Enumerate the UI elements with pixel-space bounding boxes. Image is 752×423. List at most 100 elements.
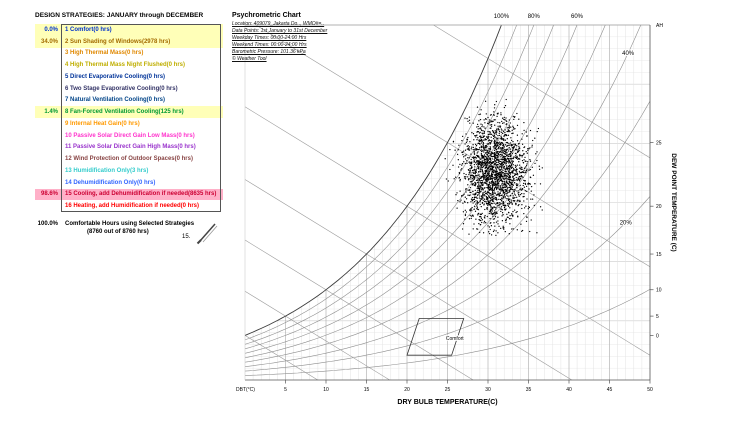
svg-text:15: 15	[656, 252, 662, 258]
strategy-percent: 1.4%	[44, 109, 58, 116]
rh-curve-60	[244, 24, 578, 354]
rh-curve-50	[244, 24, 606, 359]
strategy-label: 1 Comfort(0 hrs)	[65, 26, 112, 33]
strategy-percent: 34.0%	[40, 38, 58, 45]
strategy-row[interactable]: 34.0% 2 Sun Shading of Windows(2978 hrs)	[35, 35, 223, 48]
rh-curve-30	[244, 100, 651, 367]
comfort-zone: Comfort	[406, 318, 465, 356]
rh-curve-100	[244, 24, 502, 336]
strategy-row[interactable]: 7 Natural Ventilation Cooling(0 hrs)	[35, 95, 223, 107]
strategy-label: 13 Humidification Only(3 hrs)	[65, 167, 149, 174]
svg-text:5: 5	[284, 387, 287, 393]
strategy-percent: 0.0%	[44, 26, 58, 33]
strategy-marker[interactable]: 15.	[182, 220, 222, 248]
svg-text:25: 25	[656, 141, 662, 147]
strategy-row[interactable]: 0.0% 1 Comfort(0 hrs)	[35, 24, 223, 36]
rh-curve-40	[244, 24, 642, 363]
chart-info-line: Location: 409079_Jakarta Do.., WMO#=..	[232, 21, 325, 27]
strategy-label: 11 Passive Solar Direct Gain High Mass(0…	[65, 144, 196, 151]
svg-text:20%: 20%	[620, 221, 633, 227]
rh-curve-90	[244, 24, 517, 341]
svg-text:40%: 40%	[622, 51, 635, 57]
strategy-label: 14 Dehumidification Only(0 hrs)	[65, 179, 156, 186]
strategy-row[interactable]: 1.4% 8 Fan-Forced Ventilation Cooling(125…	[35, 106, 223, 118]
svg-text:40: 40	[566, 387, 572, 393]
strategy-row[interactable]: 11 Passive Solar Direct Gain High Mass(0…	[35, 142, 223, 154]
summary-text: Comfortable Hours using Selected Strateg…	[65, 221, 195, 227]
svg-text:DBT(°C): DBT(°C)	[236, 387, 255, 393]
svg-text:100%: 100%	[494, 14, 510, 20]
rh-curve-80	[244, 24, 535, 345]
svg-text:DEW POINT TEMPERATURE (C): DEW POINT TEMPERATURE (C)	[670, 153, 677, 251]
pencil-icon[interactable]	[194, 220, 220, 246]
strategy-label: 6 Two Stage Evaporative Cooling(0 hrs)	[65, 85, 178, 92]
svg-text:DRY BULB TEMPERATURE(C): DRY BULB TEMPERATURE(C)	[397, 399, 497, 406]
strategy-label: 10 Passive Solar Direct Gain Low Mass(0 …	[65, 132, 195, 139]
strategy-row[interactable]: 14 Dehumidification Only(0 hrs)	[35, 177, 223, 189]
summary-row: 100.0% Comfortable Hours using Selected …	[35, 221, 223, 227]
strategy-label: 3 High Thermal Mass(0 hrs)	[65, 50, 144, 57]
svg-text:0: 0	[656, 333, 659, 339]
svg-text:50: 50	[647, 387, 653, 393]
strategy-row[interactable]: 5 Direct Evaporative Cooling(0 hrs)	[35, 71, 223, 83]
svg-text:60%: 60%	[571, 14, 584, 20]
chart-info-line: © Weather Tool	[232, 56, 267, 62]
strategy-row[interactable]: 3 High Thermal Mass(0 hrs)	[35, 48, 223, 60]
strategy-row[interactable]: 12 Wind Protection of Outdoor Spaces(0 h…	[35, 153, 223, 165]
svg-text:10: 10	[323, 387, 329, 393]
svg-text:80%: 80%	[528, 14, 541, 20]
strategy-row[interactable]: 98.6% 15 Cooling, add Dehumidification if…	[35, 188, 223, 201]
summary-percent: 100.0%	[37, 221, 58, 227]
strategy-label: 4 High Thermal Mass Night Flushed(0 hrs)	[65, 62, 186, 69]
chart-info-line: Weekend Times: 00:00-24:00 Hrs	[232, 42, 307, 48]
rh-curve-70	[244, 24, 554, 350]
design-strategies-panel: DESIGN STRATEGIES: JANUARY through DECEM…	[35, 12, 223, 235]
svg-text:20: 20	[656, 204, 662, 210]
svg-text:5: 5	[656, 314, 659, 320]
comfort-zone-outline	[406, 318, 465, 356]
plot-border	[244, 24, 651, 381]
svg-text:45: 45	[607, 387, 613, 393]
strategy-row[interactable]: 9 Internal Heat Gain(0 hrs)	[35, 118, 223, 130]
strategy-label: 15 Cooling, add Dehumidification if need…	[65, 191, 217, 198]
chart-info-line: Barometric Pressure: 101.36 kPa	[232, 49, 306, 55]
marker-label: 15.	[182, 234, 191, 240]
strategy-row[interactable]: 6 Two Stage Evaporative Cooling(0 hrs)	[35, 83, 223, 95]
chart-info-line: Weekday Times: 00:00-24:00 Hrs	[232, 35, 307, 41]
strategy-list: 0.0% 1 Comfort(0 hrs) 34.0% 2 Sun Shading o…	[35, 24, 223, 212]
chart-info-block: Location: 409079_Jakarta Do.., WMO#=.. Da…	[232, 21, 382, 63]
right-axis: 0 5 10 15 20 25 AH DEW POINT TEMPERATURE (C)	[650, 23, 677, 339]
strategy-label: 7 Natural Ventilation Cooling(0 hrs)	[65, 97, 166, 104]
svg-text:35: 35	[526, 387, 532, 393]
data-points	[444, 98, 543, 237]
rh-labels: 100% 80% 60% 40% 20%	[494, 14, 636, 228]
x-axis: 5 10 15 20 25 30 35 40 45 50 DBT(°C) DRY BULB TEMPE…	[236, 380, 653, 406]
comfort-label: Comfort	[446, 336, 464, 342]
strategy-percent: 98.6%	[40, 191, 58, 198]
svg-text:10: 10	[656, 288, 662, 294]
svg-text:30: 30	[485, 387, 491, 393]
chart-info-line: Data Points: 1st January to 31st Decembe…	[232, 28, 328, 34]
strategy-label: 12 Wind Protection of Outdoor Spaces(0 h…	[65, 156, 193, 163]
strategy-row[interactable]: 16 Heating, add Humidification if needed…	[35, 200, 223, 212]
strategy-row[interactable]: 10 Passive Solar Direct Gain Low Mass(0 …	[35, 130, 223, 142]
rh-curve-10	[244, 289, 651, 376]
svg-text:25: 25	[445, 387, 451, 393]
svg-text:15: 15	[364, 387, 370, 393]
svg-text:AH: AH	[656, 23, 663, 29]
wet-bulb-lines	[244, 24, 651, 381]
strategy-label: 2 Sun Shading of Windows(2978 hrs)	[65, 38, 171, 45]
strategy-row[interactable]: 13 Humidification Only(3 hrs)	[35, 165, 223, 177]
strategy-label: 9 Internal Heat Gain(0 hrs)	[65, 120, 140, 127]
strategy-row[interactable]: 4 High Thermal Mass Night Flushed(0 hrs)	[35, 59, 223, 71]
chart-header: Psychrometric Chart Location: 409079_Jak…	[232, 12, 382, 63]
chart-title: Psychrometric Chart	[232, 12, 301, 19]
psychrometric-chart-area: Comfort 5 10 15 20 25 30 35 40 45 50 DBT(°C) DRY BUL…	[230, 0, 752, 423]
strategy-label: 16 Heating, add Humidification if needed…	[65, 203, 200, 210]
panel-title: DESIGN STRATEGIES: JANUARY through DECEM…	[35, 12, 204, 19]
strategy-label: 5 Direct Evaporative Cooling(0 hrs)	[65, 73, 166, 80]
svg-text:20: 20	[404, 387, 410, 393]
strategy-label: 8 Fan-Forced Ventilation Cooling(125 hrs…	[65, 109, 184, 116]
